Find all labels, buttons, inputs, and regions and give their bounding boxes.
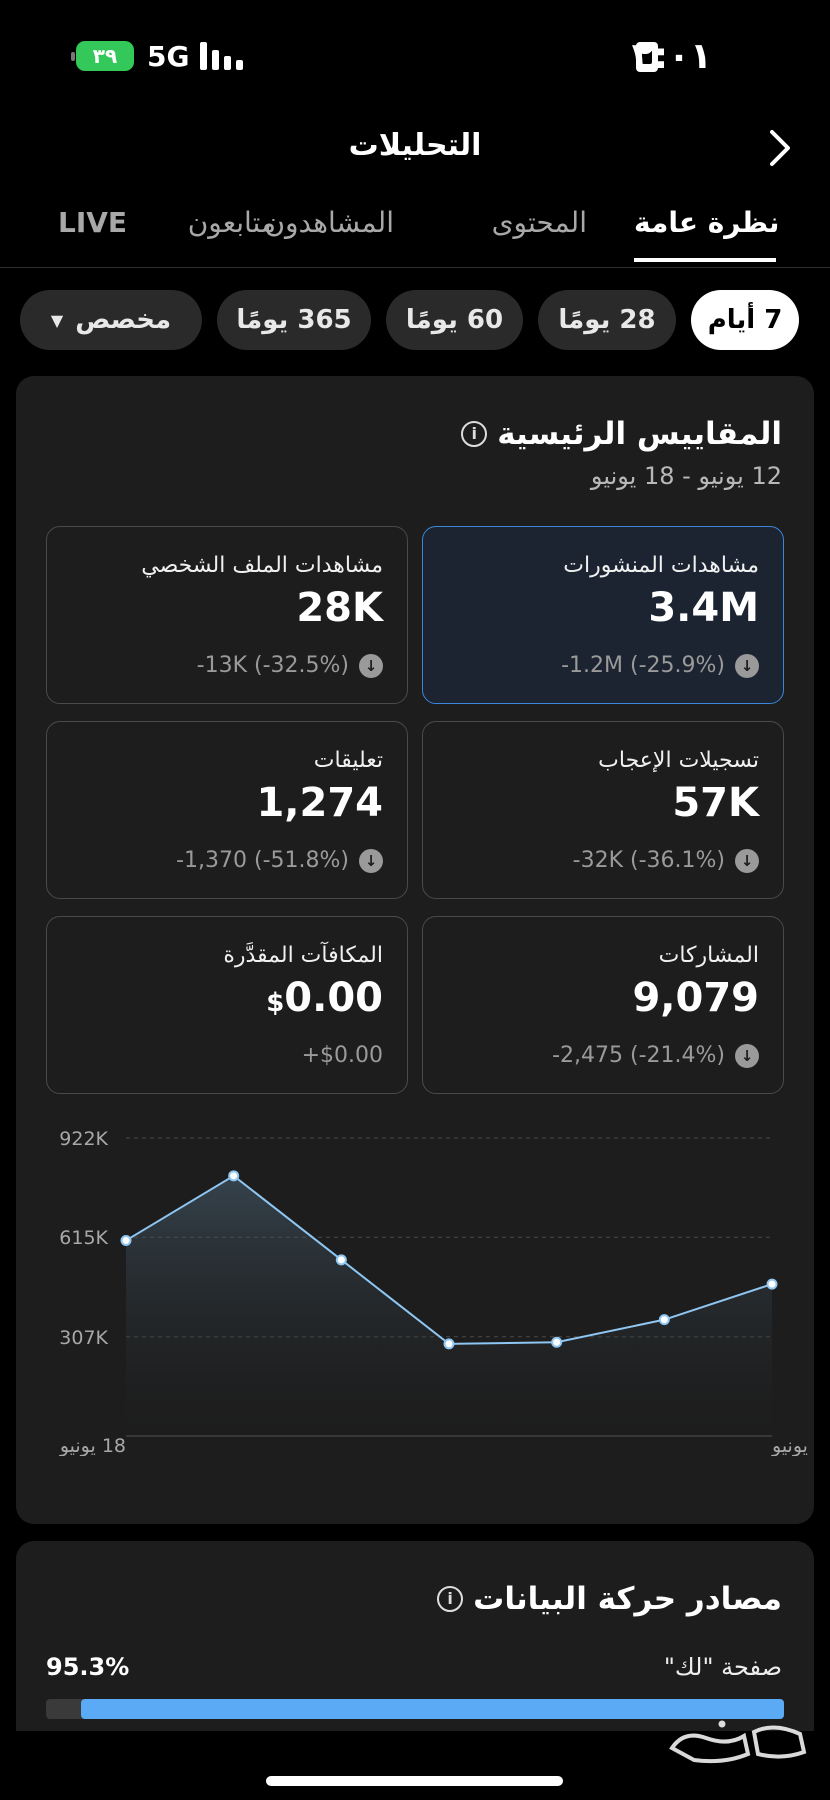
key-metrics-card: المقاييس الرئيسية i 12 يونيو - 18 يونيو … bbox=[16, 376, 814, 1524]
tab-live[interactable]: LIVE bbox=[58, 206, 128, 239]
arrow-down-icon: ↓ bbox=[735, 848, 759, 873]
chart-point bbox=[551, 1336, 563, 1348]
metric-value: 1,274 bbox=[256, 780, 383, 826]
chip-label: 60 يومًا bbox=[405, 305, 504, 335]
traffic-sources-title-text: مصادر حركة البيانات bbox=[473, 1581, 782, 1617]
battery-cap bbox=[71, 52, 75, 61]
post-views-chart: 922K 615K 307K 12 يونيو 18 يونيو bbox=[59, 1128, 814, 1456]
chip-7-days[interactable]: 7 أيام bbox=[691, 290, 799, 350]
metric-value: 9,079 bbox=[632, 975, 759, 1021]
key-metrics-title: المقاييس الرئيسية i bbox=[461, 416, 782, 452]
bottom-strip bbox=[0, 1731, 830, 1800]
chevron-right-icon bbox=[770, 130, 790, 166]
metric-change-text: -1.2M (-25.9%) bbox=[561, 653, 725, 678]
metric-change-text: -1,370 (-51.8%) bbox=[176, 848, 349, 873]
tab-followers[interactable]: متابعون bbox=[187, 206, 276, 239]
tab-bar: نظرة عامة المحتوى المشاهدون متابعون LIVE bbox=[0, 200, 830, 268]
haraj-logo bbox=[669, 1720, 807, 1764]
metric-label: تسجيلات الإعجاب bbox=[598, 748, 759, 773]
chip-60-days[interactable]: 60 يومًا bbox=[386, 290, 523, 350]
traffic-sources-title: مصادر حركة البيانات i bbox=[437, 1581, 782, 1617]
traffic-source-bar bbox=[46, 1699, 784, 1719]
chip-365-days[interactable]: 365 يومًا bbox=[217, 290, 371, 350]
x-tick-label: 12 يونيو bbox=[771, 1435, 814, 1456]
chart-point bbox=[335, 1254, 347, 1266]
status-bar: ٣٩ 5G ٢:٠١ bbox=[0, 0, 830, 110]
x-tick-label: 18 يونيو bbox=[59, 1435, 126, 1456]
chart-point bbox=[120, 1234, 132, 1246]
chart-point bbox=[658, 1314, 670, 1326]
metric-value: 28K bbox=[296, 585, 383, 631]
metric-shares[interactable]: المشاركات 9,079 ↓ -2,475 (-21.4%) bbox=[422, 916, 784, 1094]
traffic-source-value: 95.3% bbox=[46, 1653, 130, 1681]
chart-point bbox=[443, 1338, 455, 1350]
tab-content[interactable]: المحتوى bbox=[491, 206, 587, 239]
header: التحليلات bbox=[0, 118, 830, 178]
chart-point bbox=[228, 1170, 240, 1182]
metric-change: ↓ -32K (-36.1%) bbox=[573, 848, 759, 873]
status-time: ٢:٠١ bbox=[631, 36, 712, 77]
battery-level: ٣٩ bbox=[92, 44, 118, 68]
metric-change: +$0.00 bbox=[302, 1043, 383, 1068]
info-icon[interactable]: i bbox=[437, 1586, 464, 1612]
metric-estimated-rewards[interactable]: المكافآت المقدَّرة $0.00 +$0.00 bbox=[46, 916, 408, 1094]
chip-28-days[interactable]: 28 يومًا bbox=[538, 290, 676, 350]
traffic-source-bar-fill bbox=[80, 1699, 784, 1719]
y-tick-label: 615K bbox=[59, 1227, 108, 1249]
arrow-down-icon: ↓ bbox=[359, 653, 383, 678]
chip-label: مخصص bbox=[75, 305, 172, 335]
metric-post-views[interactable]: مشاهدات المنشورات 3.4M ↓ -1.2M (-25.9%) bbox=[422, 526, 784, 704]
tab-overview[interactable]: نظرة عامة bbox=[634, 206, 779, 262]
traffic-source-label: صفحة "لك" bbox=[663, 1653, 782, 1681]
traffic-sources-card: مصادر حركة البيانات i صفحة "لك" 95.3% bbox=[16, 1541, 814, 1741]
info-icon[interactable]: i bbox=[461, 421, 488, 447]
metric-change: ↓ -1,370 (-51.8%) bbox=[176, 848, 383, 873]
chip-custom[interactable]: مخصص ▼ bbox=[20, 290, 202, 350]
metric-change-text: -13K (-32.5%) bbox=[196, 653, 349, 678]
sim-icon bbox=[636, 42, 658, 72]
network-type: 5G bbox=[147, 40, 190, 73]
y-tick-label: 922K bbox=[59, 1128, 108, 1150]
chart-area bbox=[126, 1175, 772, 1436]
metric-profile-views[interactable]: مشاهدات الملف الشخصي 28K ↓ -13K (-32.5%) bbox=[46, 526, 408, 704]
metric-label: تعليقات bbox=[313, 748, 383, 773]
chip-label: 365 يومًا bbox=[236, 305, 352, 335]
caret-down-icon: ▼ bbox=[50, 310, 64, 330]
metric-label: المشاركات bbox=[658, 943, 759, 968]
battery-icon: ٣٩ bbox=[76, 41, 134, 71]
metric-value: $0.00 bbox=[266, 975, 383, 1021]
arrow-down-icon: ↓ bbox=[735, 653, 759, 678]
y-tick-label: 307K bbox=[59, 1327, 108, 1349]
metric-value-number: 0.00 bbox=[284, 975, 383, 1021]
chip-label: 7 أيام bbox=[707, 305, 783, 335]
metric-value: 57K bbox=[672, 780, 759, 826]
metric-change: ↓ -13K (-32.5%) bbox=[197, 653, 383, 678]
date-range: 12 يونيو - 18 يونيو bbox=[590, 462, 782, 490]
metric-likes[interactable]: تسجيلات الإعجاب 57K ↓ -32K (-36.1%) bbox=[422, 721, 784, 899]
metric-change-text: -32K (-36.1%) bbox=[572, 848, 725, 873]
chart-point bbox=[766, 1278, 778, 1290]
metric-label: مشاهدات الملف الشخصي bbox=[141, 553, 383, 578]
arrow-down-icon: ↓ bbox=[359, 848, 383, 873]
chip-label: 28 يومًا bbox=[558, 305, 656, 335]
metric-value: 3.4M bbox=[648, 585, 759, 631]
metric-change-text: +$0.00 bbox=[301, 1043, 383, 1068]
signal-icon bbox=[200, 42, 244, 70]
page-title: التحليلات bbox=[348, 128, 482, 163]
currency-symbol: $ bbox=[266, 988, 285, 1018]
tab-viewers[interactable]: المشاهدون bbox=[264, 206, 394, 239]
home-indicator bbox=[266, 1776, 563, 1786]
metric-comments[interactable]: تعليقات 1,274 ↓ -1,370 (-51.8%) bbox=[46, 721, 408, 899]
arrow-down-icon: ↓ bbox=[735, 1043, 759, 1068]
metric-change: ↓ -1.2M (-25.9%) bbox=[561, 653, 759, 678]
key-metrics-title-text: المقاييس الرئيسية bbox=[497, 416, 782, 452]
metric-label: المكافآت المقدَّرة bbox=[223, 943, 383, 968]
metric-label: مشاهدات المنشورات bbox=[563, 553, 759, 578]
back-button[interactable] bbox=[758, 124, 802, 172]
metric-change: ↓ -2,475 (-21.4%) bbox=[552, 1043, 759, 1068]
metric-change-text: -2,475 (-21.4%) bbox=[552, 1043, 725, 1068]
